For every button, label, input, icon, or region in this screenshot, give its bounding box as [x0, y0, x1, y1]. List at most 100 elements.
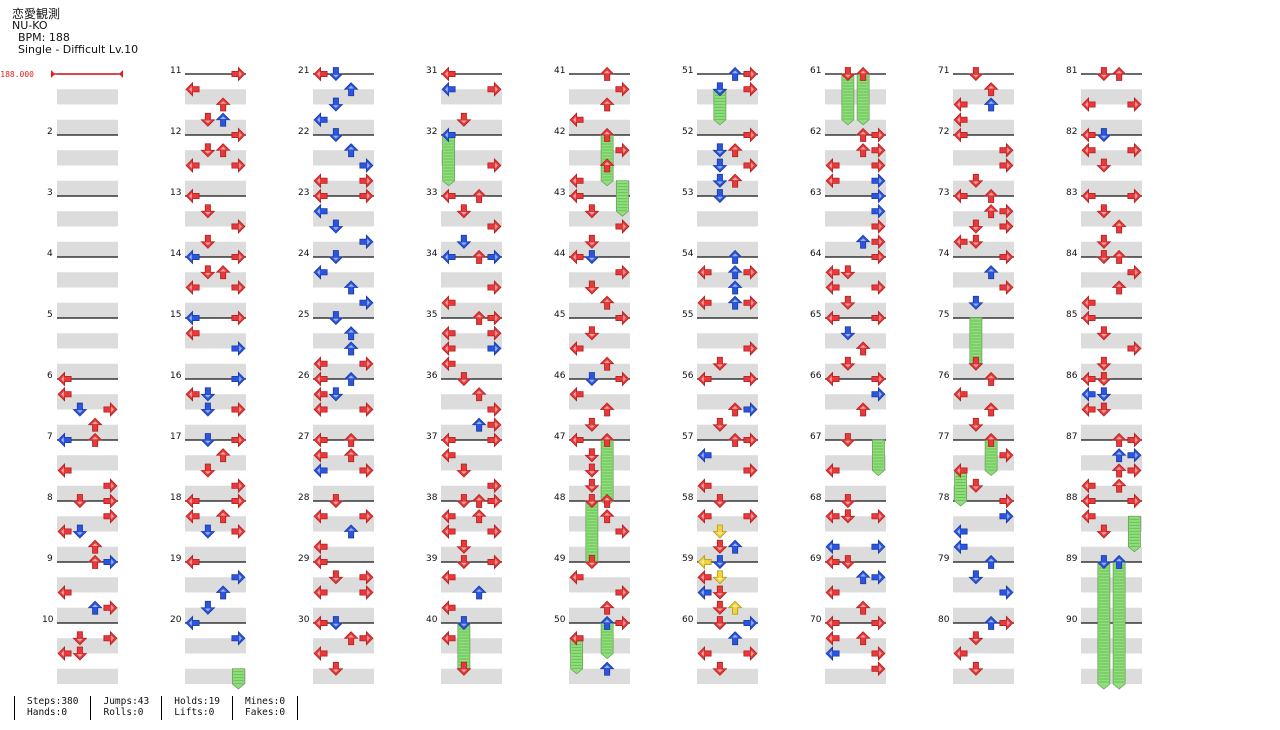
measure-band — [441, 150, 502, 166]
measure-number: 45 — [554, 310, 565, 320]
arrow-highlight — [844, 74, 851, 78]
arrow-shape — [231, 524, 246, 539]
arrow-down-icon — [456, 463, 472, 478]
arrow-highlight — [317, 650, 320, 657]
arrow-highlight — [189, 284, 192, 291]
arrow-shape — [1127, 341, 1142, 356]
arrow-highlight — [476, 314, 483, 318]
measure-28: 28 — [298, 493, 374, 562]
arrow-right-icon — [359, 508, 374, 524]
arrow-up-icon — [855, 402, 871, 417]
arrow-shape — [999, 615, 1014, 631]
arrow-down-icon — [328, 128, 344, 143]
arrow-shape — [441, 81, 456, 97]
arrow-shape — [697, 508, 712, 524]
arrow-highlight — [239, 345, 242, 352]
measure-number: 10 — [42, 615, 54, 625]
measure-band — [825, 394, 886, 410]
arrow-down-icon — [200, 204, 216, 219]
arrow-left-icon — [697, 569, 712, 585]
arrow-left-icon — [697, 264, 712, 280]
measure-47: 47 — [554, 432, 630, 501]
arrow-highlight — [92, 436, 99, 440]
arrow-up-icon — [1111, 432, 1127, 447]
arrow-shape — [840, 555, 856, 570]
arrow-highlight — [988, 375, 995, 379]
arrow-up-icon — [727, 280, 743, 295]
arrow-right-icon — [231, 249, 246, 265]
measure-band — [697, 607, 758, 623]
measure-band — [441, 607, 502, 623]
measure-55: 55 — [682, 310, 758, 379]
arrow-left-icon — [185, 615, 200, 631]
measure-band — [569, 516, 630, 532]
arrow-highlight — [460, 379, 467, 383]
measure-62: 62 — [810, 127, 886, 196]
measure-band — [441, 394, 502, 410]
arrow-down-icon — [200, 402, 216, 417]
arrow-right-icon — [615, 524, 630, 539]
arrow-up-icon — [855, 600, 871, 615]
measure-band — [953, 363, 1014, 379]
measure-58: 58 — [682, 493, 758, 562]
arrow-highlight — [367, 513, 370, 520]
arrow-shape — [57, 386, 72, 402]
bpm-label: 188.000 — [0, 70, 34, 79]
arrow-down-icon — [712, 539, 728, 554]
arrow-shape — [328, 128, 344, 143]
arrow-highlight — [972, 364, 979, 368]
measure-band — [1081, 241, 1142, 257]
arrow-highlight — [220, 589, 227, 592]
arrow-shape — [456, 372, 472, 387]
arrow-shape — [840, 433, 856, 448]
measure-band — [953, 89, 1014, 105]
arrow-shape — [712, 417, 728, 432]
arrow-down-icon — [712, 82, 728, 97]
arrow-right-icon — [487, 81, 502, 97]
arrow-highlight — [844, 273, 851, 276]
arrow-shape — [441, 127, 456, 143]
arrow-highlight — [495, 162, 498, 169]
arrow-shape — [441, 569, 456, 585]
arrow-shape — [471, 310, 487, 325]
arrow-shape — [871, 173, 886, 189]
arrow-shape — [1111, 554, 1127, 569]
measure-number: 85 — [1066, 310, 1077, 320]
measure-band — [1081, 638, 1142, 654]
arrow-shape — [727, 265, 743, 280]
arrow-shape — [487, 280, 502, 295]
arrow-shape — [441, 295, 456, 311]
arrow-highlight — [445, 452, 448, 459]
measure-number: 87 — [1066, 432, 1077, 442]
arrow-left-icon — [1081, 386, 1096, 402]
arrow-left-icon — [825, 630, 840, 646]
arrow-left-icon — [441, 325, 456, 341]
arrow-highlight — [844, 517, 851, 520]
measure-number: 29 — [298, 554, 310, 564]
measure-band — [1081, 607, 1142, 623]
arrow-highlight — [879, 543, 882, 550]
arrow-highlight — [1135, 345, 1138, 352]
arrow-down-icon — [1096, 67, 1112, 82]
arrow-right-icon — [1127, 142, 1142, 158]
arrow-shape — [1096, 158, 1112, 173]
arrow-highlight — [751, 376, 754, 382]
measure-band — [185, 302, 246, 318]
arrow-shape — [313, 386, 328, 402]
arrow-shape — [456, 112, 472, 127]
arrow-right-icon — [871, 219, 886, 234]
stats-col-holds: Holds:19 Lifts:0 — [161, 696, 232, 720]
arrow-left-icon — [697, 508, 712, 524]
arrow-shape — [712, 494, 728, 509]
arrow-up-icon — [855, 234, 871, 249]
arrow-shape — [185, 386, 200, 402]
arrow-shape — [456, 234, 472, 249]
arrow-down-icon — [968, 173, 984, 188]
arrow-right-icon — [871, 310, 886, 326]
measure-number: 82 — [1066, 127, 1077, 137]
arrow-highlight — [348, 451, 355, 455]
arrow-shape — [825, 630, 840, 646]
arrow-right-icon — [1127, 341, 1142, 356]
arrow-shape — [359, 356, 374, 372]
arrow-up-icon — [471, 493, 487, 508]
